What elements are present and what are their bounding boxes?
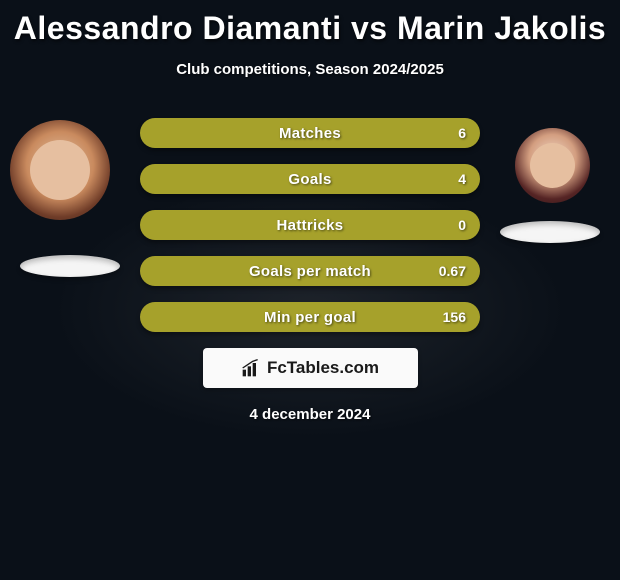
- brand-text: FcTables.com: [267, 358, 379, 378]
- subtitle: Club competitions, Season 2024/2025: [0, 61, 620, 78]
- stat-bar-goals-per-match: Goals per match 0.67: [140, 256, 480, 286]
- brand-badge[interactable]: FcTables.com: [203, 348, 418, 388]
- avatar-face: [530, 143, 575, 188]
- stat-value-right: 0.67: [439, 263, 466, 279]
- stat-bar-hattricks: Hattricks 0: [140, 210, 480, 240]
- stat-label: Matches: [279, 125, 341, 142]
- comparison-content: Matches 6 Goals 4 Hattricks 0 Goals per …: [0, 118, 620, 423]
- stat-label: Hattricks: [277, 217, 344, 234]
- player-left-shadow: [20, 255, 120, 277]
- date-label: 4 december 2024: [0, 406, 620, 423]
- stat-bar-goals: Goals 4: [140, 164, 480, 194]
- stat-value-right: 4: [458, 171, 466, 187]
- avatar-face: [30, 140, 90, 200]
- stat-value-right: 6: [458, 125, 466, 141]
- stat-value-right: 156: [443, 309, 466, 325]
- page-title: Alessandro Diamanti vs Marin Jakolis: [0, 0, 620, 47]
- bar-chart-icon: [241, 358, 261, 378]
- stat-bar-min-per-goal: Min per goal 156: [140, 302, 480, 332]
- stats-bars: Matches 6 Goals 4 Hattricks 0 Goals per …: [140, 118, 480, 332]
- player-right-avatar: [515, 128, 590, 203]
- stat-bar-matches: Matches 6: [140, 118, 480, 148]
- player-right-shadow: [500, 221, 600, 243]
- stat-label: Goals per match: [249, 263, 371, 280]
- stat-value-right: 0: [458, 217, 466, 233]
- player-left-avatar: [10, 120, 110, 220]
- stat-label: Goals: [288, 171, 331, 188]
- stat-label: Min per goal: [264, 309, 356, 326]
